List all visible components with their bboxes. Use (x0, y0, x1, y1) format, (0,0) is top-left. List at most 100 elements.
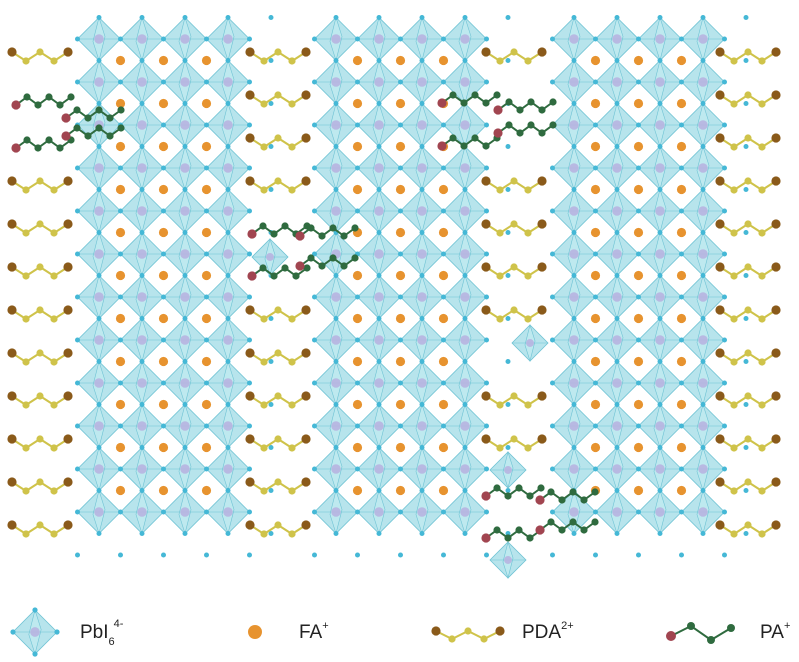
iodide-atom (312, 337, 317, 343)
octahedron (680, 59, 726, 105)
octahedron (442, 403, 488, 449)
iodide-atom (398, 337, 403, 343)
iodide-atom (700, 531, 706, 536)
pda-cation (715, 133, 781, 151)
iodide-atom (161, 36, 166, 42)
octahedron (313, 317, 359, 363)
iodide-atom (657, 316, 663, 321)
octahedron (313, 59, 359, 105)
octahedron (594, 360, 640, 406)
octahedron (594, 403, 640, 449)
iodide-atom (182, 359, 188, 364)
iodide-atom (441, 552, 446, 558)
fa-cation (438, 356, 449, 367)
iodide-atom (484, 423, 489, 429)
iodide-atom (657, 273, 663, 278)
pda-cation (715, 219, 781, 237)
iodide-atom (161, 337, 166, 343)
fa-cation (352, 485, 363, 496)
pda-cation (481, 434, 547, 452)
pda-cation (7, 219, 73, 237)
iodide-atom (679, 466, 684, 472)
iodide-atom (614, 15, 620, 20)
fa-cation (115, 55, 126, 66)
octahedron (399, 102, 445, 148)
pda-cation (481, 391, 547, 409)
legend-pa-label: PA+ (760, 620, 791, 643)
iodide-atom (96, 230, 102, 235)
octahedron (205, 360, 251, 406)
octahedron (162, 188, 208, 234)
iodide-atom (312, 509, 317, 515)
fa-cation (676, 442, 687, 453)
pda-cation (245, 434, 311, 452)
iodide-atom (679, 294, 684, 300)
iodide-atom (419, 187, 425, 192)
octahedron (162, 274, 208, 320)
iodide-atom (118, 251, 123, 257)
pa-cation (493, 98, 557, 115)
iodide-atom (96, 144, 102, 149)
iodide-atom (550, 79, 555, 85)
iodide-atom (398, 79, 403, 85)
iodide-atom (657, 101, 663, 106)
iodide-atom (312, 208, 317, 214)
octahedron (313, 274, 359, 320)
iodide-atom (312, 122, 317, 128)
iodide-atom (118, 509, 123, 515)
iodide-atom (96, 531, 102, 536)
iodide-atom (419, 58, 425, 63)
octahedron (680, 403, 726, 449)
fa-cation (633, 141, 644, 152)
iodide-atom (333, 144, 339, 149)
iodide-atom (593, 208, 598, 214)
iodide-atom (182, 15, 188, 20)
iodide-atom (225, 15, 231, 20)
pda-cation (7, 47, 73, 65)
perovskite-slabs (75, 15, 749, 580)
octahedron (76, 231, 122, 277)
fa-cation (352, 270, 363, 281)
iodide-atom (376, 101, 382, 106)
iodide-atom (484, 36, 489, 42)
octahedron (637, 145, 683, 191)
legend-pda-label: PDA2+ (522, 620, 574, 643)
octahedron (205, 145, 251, 191)
pa-cation (61, 106, 125, 123)
iodide-atom (333, 402, 339, 407)
octahedron (680, 102, 726, 148)
iodide-atom (679, 552, 684, 558)
pa-cation (437, 134, 501, 151)
iodide-atom (247, 552, 252, 558)
octahedron (399, 59, 445, 105)
iodide-atom (743, 101, 749, 106)
iodide-atom (118, 208, 123, 214)
iodide-atom (614, 230, 620, 235)
fa-cation (158, 98, 169, 109)
iodide-atom (225, 531, 231, 536)
octahedron (205, 102, 251, 148)
iodide-atom (722, 122, 727, 128)
iodide-atom (700, 316, 706, 321)
iodide-atom (75, 509, 80, 515)
iodide-atom (75, 79, 80, 85)
iodide-atom (376, 144, 382, 149)
octahedron (442, 446, 488, 492)
iodide-atom (398, 36, 403, 42)
iodide-atom (636, 294, 641, 300)
iodide-atom (312, 466, 317, 472)
fa-cation (115, 141, 126, 152)
iodide-atom (355, 466, 360, 472)
fa-cation (158, 485, 169, 496)
iodide-atom (722, 36, 727, 42)
pda-cation (7, 477, 73, 495)
iodide-atom (247, 36, 252, 42)
iodide-atom (247, 79, 252, 85)
octahedron (119, 274, 165, 320)
iodide-atom (139, 316, 145, 321)
octahedron (594, 446, 640, 492)
iodide-atom (333, 101, 339, 106)
octahedron (399, 489, 445, 535)
iodide-atom (75, 251, 80, 257)
